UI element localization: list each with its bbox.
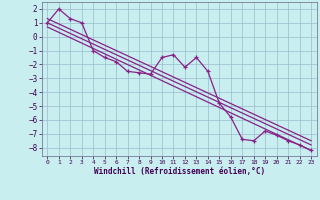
X-axis label: Windchill (Refroidissement éolien,°C): Windchill (Refroidissement éolien,°C) xyxy=(94,167,265,176)
